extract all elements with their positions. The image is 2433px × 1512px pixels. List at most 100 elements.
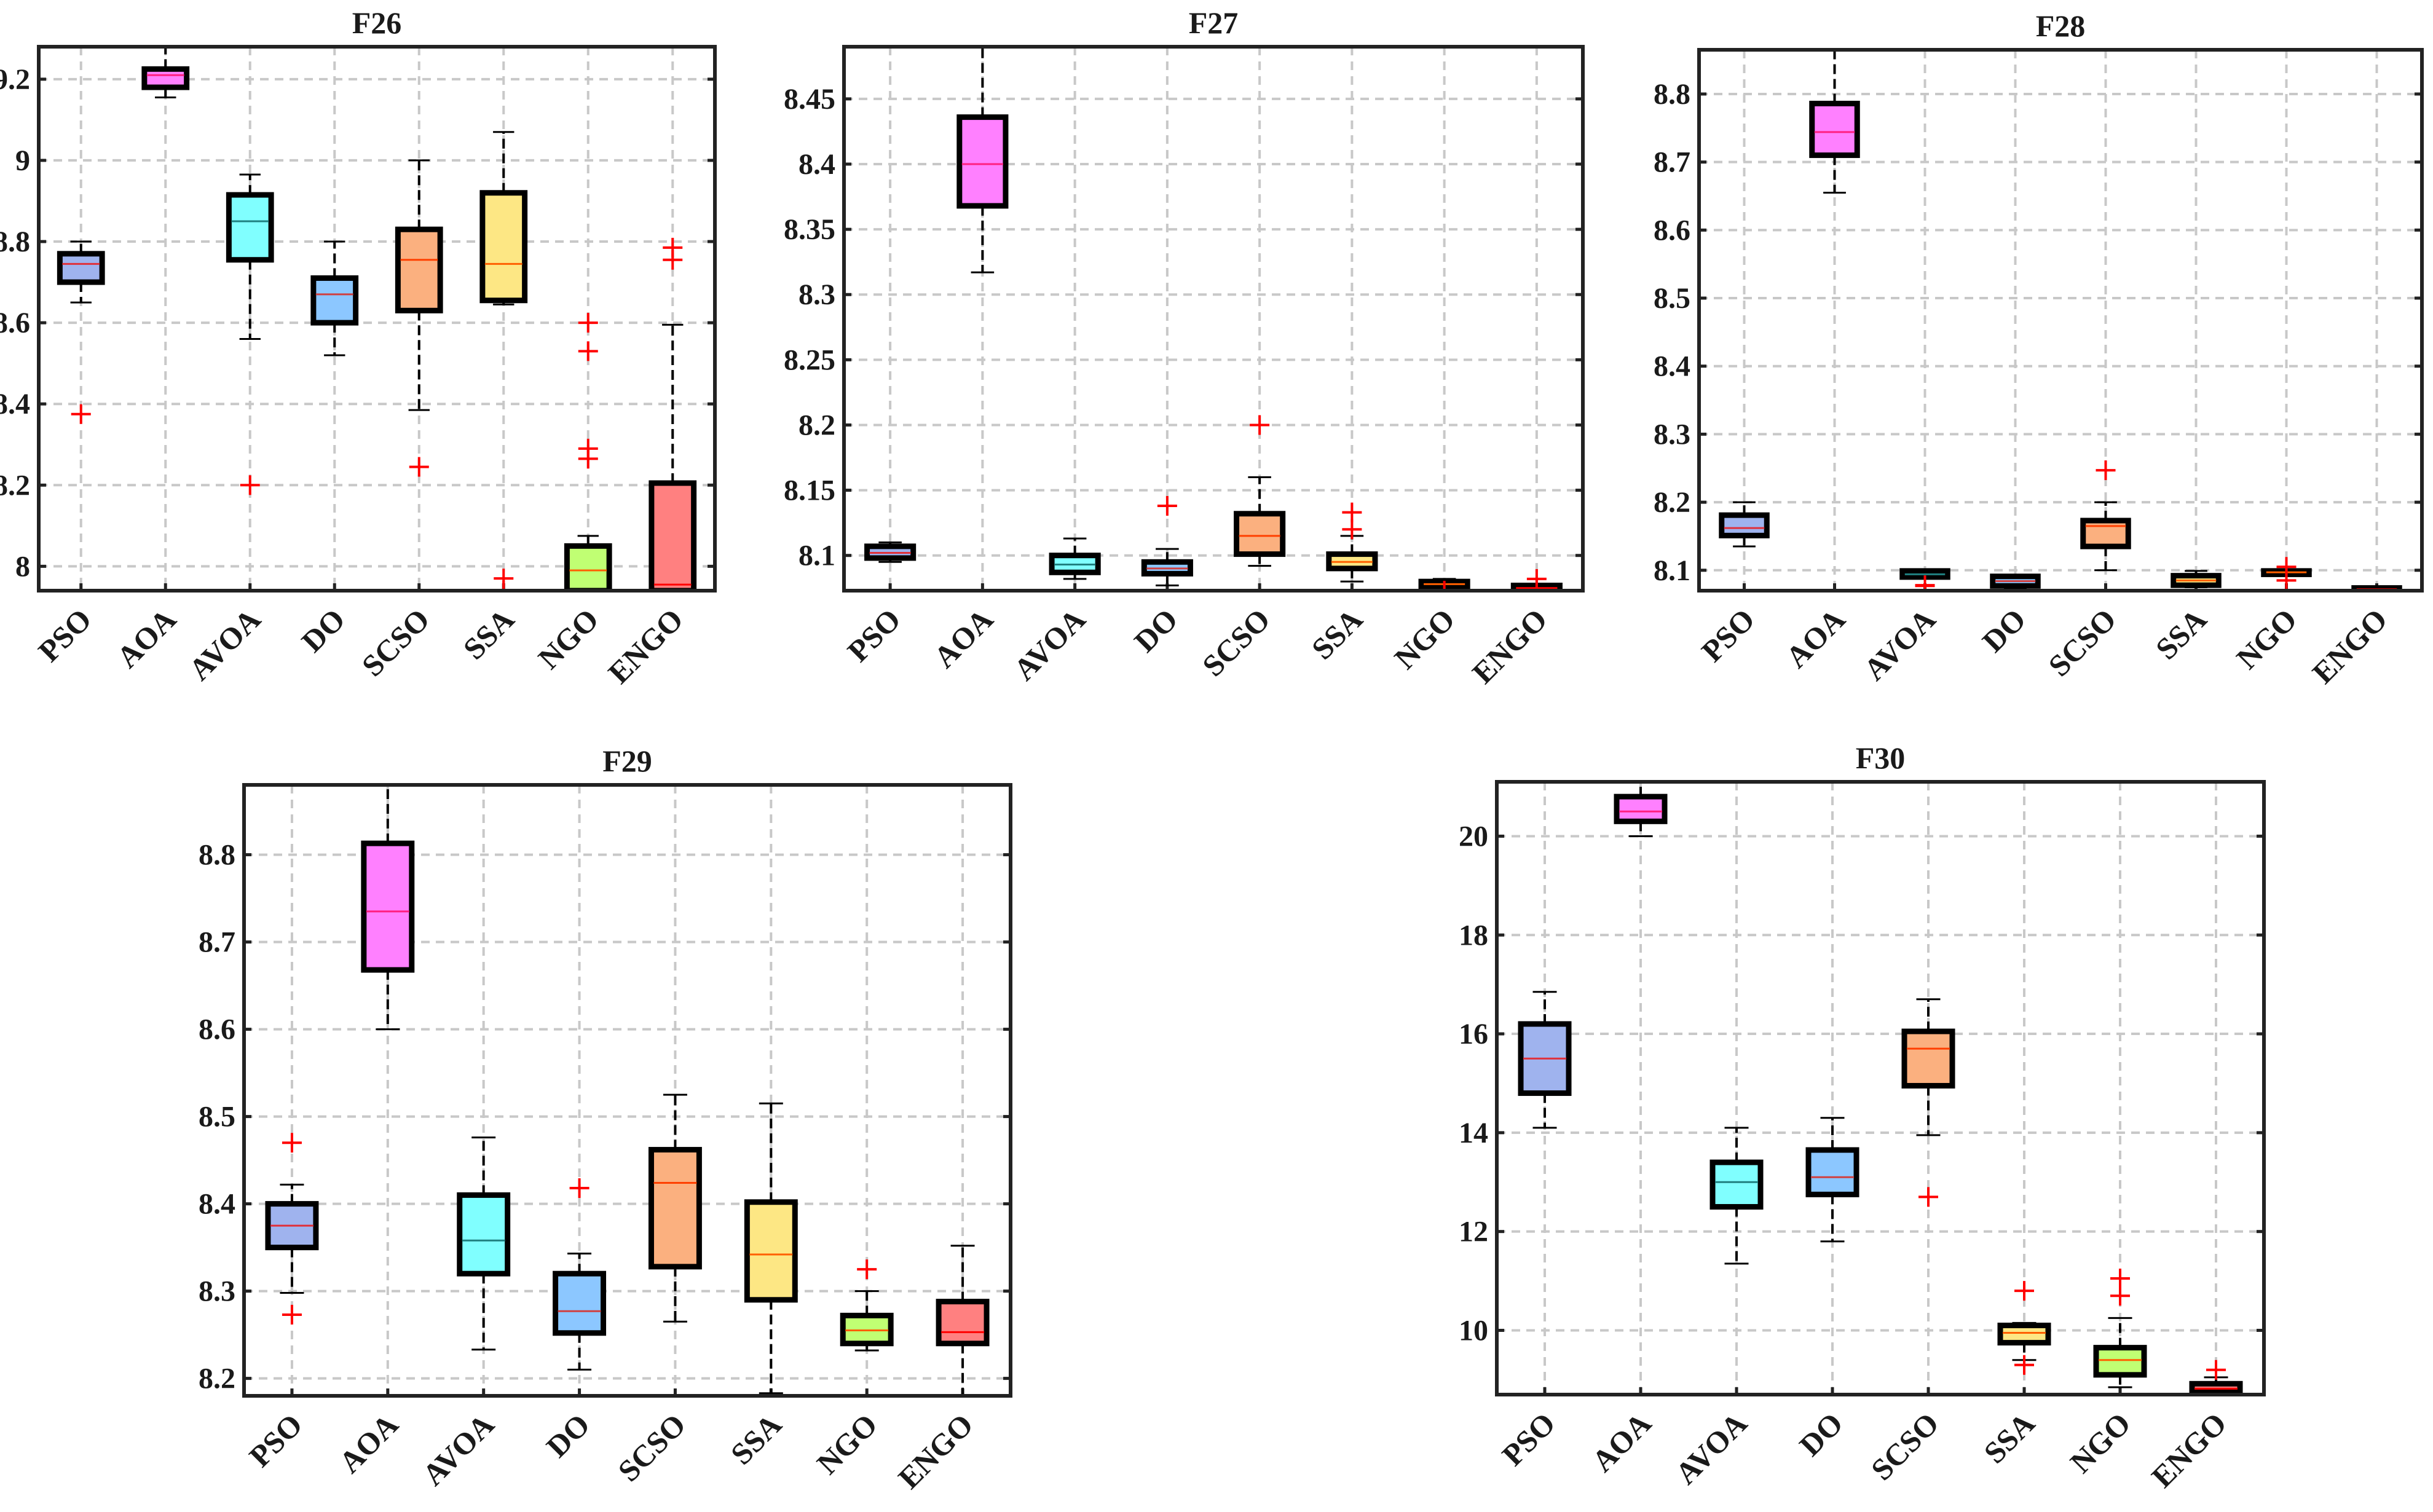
x-tick-label-pso: PSO — [1695, 602, 1761, 668]
chart-title: F30 — [1856, 741, 1906, 775]
y-tick-label: 20 — [1459, 820, 1488, 852]
box-aoa — [1614, 782, 1668, 837]
x-tick-label-avoa: AVOA — [1007, 602, 1092, 687]
box-ngo — [2093, 1269, 2147, 1388]
y-tick-label: 8.3 — [799, 278, 835, 311]
box-iqr — [553, 1270, 607, 1336]
outlier-marker — [2110, 1286, 2130, 1306]
box-iqr — [1805, 1147, 1859, 1197]
y-tick-label: 8.1 — [1654, 554, 1690, 587]
outlier-marker — [1342, 519, 1362, 540]
outlier-marker — [663, 250, 683, 270]
box-scso — [648, 1093, 702, 1323]
y-tick-label: 8.8 — [0, 226, 30, 258]
x-tick-label-aoa: AOA — [332, 1407, 404, 1479]
box-iqr — [1614, 793, 1668, 824]
x-tick-label-aoa: AOA — [927, 602, 1000, 674]
outlier-marker — [2206, 1360, 2226, 1380]
box-aoa — [361, 785, 415, 1031]
x-tick-label-pso: PSO — [31, 602, 98, 668]
box-ngo — [2261, 557, 2312, 591]
x-tick-label-scso: SCSO — [1196, 602, 1277, 683]
box-pso — [57, 240, 105, 424]
x-tick-label-engo: ENGO — [2306, 602, 2394, 690]
x-tick-label-engo: ENGO — [2145, 1406, 2233, 1494]
outlier-marker — [1157, 496, 1177, 516]
boxes-layer — [1518, 782, 2243, 1395]
y-tick-label: 8.2 — [199, 1363, 235, 1395]
box-ssa — [744, 1102, 798, 1395]
x-tick-label-aoa: AOA — [1585, 1406, 1658, 1478]
chart-panel-f27: F27 8.1 8.15 8.2 8.25 8.3 8.35 8.4 8.45 PSO AOA AVO… — [784, 6, 1585, 690]
box-ngo — [564, 313, 612, 591]
box-engo — [936, 1245, 990, 1396]
x-tick-label-ssa: SSA — [1977, 1406, 2041, 1470]
y-tick-label: 8.35 — [784, 213, 835, 246]
axes-frame — [1495, 780, 2266, 1396]
x-tick-label-ssa: SSA — [2149, 602, 2213, 666]
axes-frame — [842, 45, 1585, 593]
box-iqr — [1997, 1322, 2051, 1346]
box-iqr — [1719, 512, 1770, 538]
y-tick-label: 8.15 — [784, 474, 835, 507]
x-tick-label-do: DO — [294, 602, 352, 659]
outlier-marker — [409, 457, 429, 477]
y-tick-label: 8.45 — [784, 83, 835, 116]
y-tick-label: 8.3 — [199, 1275, 235, 1308]
box-iqr — [1709, 1159, 1764, 1210]
y-tick-label: 8.6 — [1654, 214, 1690, 246]
chart-panel-f26: F26 8 8.2 8.4 8.6 8.8 9 9.2 PSO AOA AVOA DO SCSO SSA N… — [0, 6, 717, 690]
x-tick-label-engo: ENGO — [1465, 602, 1554, 690]
box-avoa — [457, 1136, 511, 1351]
boxes-layer — [1719, 50, 2402, 591]
boxes-layer — [864, 47, 1563, 591]
y-tick-label: 18 — [1459, 919, 1488, 951]
box-scso — [395, 159, 443, 477]
outlier-marker — [569, 1178, 590, 1199]
outlier-marker — [1434, 581, 1454, 591]
x-tick-label-ngo: NGO — [2230, 602, 2303, 675]
y-tick-label: 10 — [1459, 1314, 1488, 1347]
box-ssa — [1997, 1281, 2051, 1375]
x-tick-label-ssa: SSA — [724, 1407, 788, 1471]
box-iqr — [1809, 100, 1860, 159]
box-avoa — [1899, 568, 1950, 591]
box-iqr — [744, 1199, 798, 1303]
box-avoa — [226, 173, 274, 495]
y-tick-label: 8.4 — [799, 148, 835, 181]
box-iqr — [1234, 511, 1286, 557]
x-tick-label-avoa: AVOA — [416, 1407, 500, 1492]
x-tick-label-pso: PSO — [1495, 1406, 1561, 1472]
outlier-marker — [1915, 576, 1935, 591]
x-tick-label-ssa: SSA — [1305, 602, 1369, 666]
y-tick-label: 8.4 — [199, 1188, 235, 1221]
box-iqr — [361, 840, 415, 973]
x-tick-label-ngo: NGO — [1387, 602, 1461, 675]
outlier-marker — [2110, 1269, 2130, 1289]
box-ssa — [479, 131, 528, 591]
box-iqr — [649, 480, 697, 591]
box-engo — [649, 237, 697, 591]
y-tick-label: 8.8 — [199, 839, 235, 872]
x-tick-label-do: DO — [1127, 602, 1185, 659]
outlier-marker — [578, 449, 598, 469]
x-tick-label-aoa: AOA — [1779, 602, 1851, 674]
y-tick-label: 14 — [1459, 1117, 1488, 1149]
outlier-marker — [240, 475, 260, 495]
box-iqr — [936, 1299, 990, 1347]
x-tick-label-scso: SCSO — [1864, 1406, 1946, 1487]
y-tick-label: 8.5 — [1654, 282, 1690, 315]
y-tick-label: 9 — [15, 144, 30, 177]
x-tick-label-do: DO — [1792, 1406, 1850, 1463]
x-tick-label-ssa: SSA — [457, 602, 521, 666]
y-tick-label: 8.3 — [1654, 418, 1690, 451]
boxes-layer — [265, 785, 990, 1396]
y-tick-label: 8.2 — [0, 469, 30, 502]
box-pso — [265, 1133, 319, 1325]
box-avoa — [1709, 1127, 1764, 1265]
y-tick-label: 8.7 — [1654, 146, 1690, 179]
box-scso — [2080, 460, 2131, 572]
box-do — [310, 240, 359, 356]
box-pso — [864, 541, 917, 563]
x-tick-label-ngo: NGO — [2064, 1406, 2137, 1479]
